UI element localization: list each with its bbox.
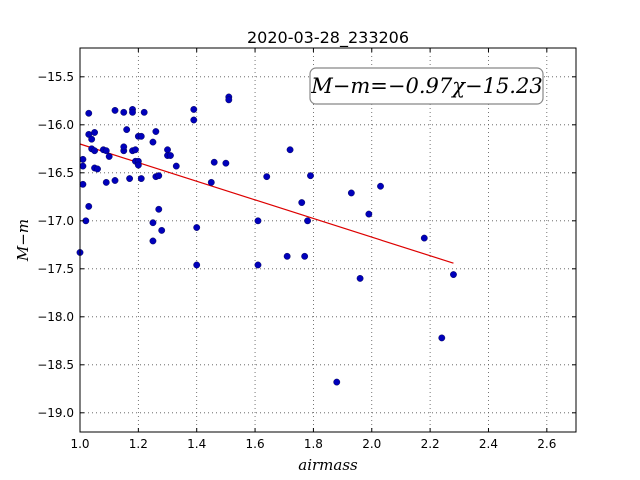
annotation-box: M−m=−0.97χ−15.23 [309, 67, 544, 105]
data-point [193, 261, 201, 269]
data-point [94, 165, 101, 173]
data-points [76, 93, 457, 386]
data-point [102, 178, 110, 186]
data-point [304, 217, 311, 225]
plot-frame [79, 47, 577, 433]
x-axis-label: airmass [298, 456, 358, 474]
data-point [347, 189, 355, 197]
data-point [111, 107, 119, 114]
data-point [301, 252, 309, 260]
annotation-frame [309, 67, 544, 105]
data-point [307, 172, 314, 180]
data-point [85, 109, 93, 117]
data-point [134, 161, 142, 169]
data-point [155, 205, 163, 213]
x-tick-label: 1.4 [187, 437, 206, 451]
data-point [450, 271, 457, 278]
data-point [167, 152, 174, 159]
data-point [377, 182, 384, 190]
data-point [149, 138, 157, 146]
data-point [102, 147, 110, 155]
chart-title: 2020-03-28_233206 [247, 28, 409, 48]
x-tick-label: 2.4 [479, 437, 498, 451]
data-point [79, 155, 87, 163]
data-point [365, 210, 373, 218]
data-point [207, 178, 215, 186]
data-point [225, 96, 233, 104]
data-point [129, 108, 136, 116]
data-point [190, 116, 198, 124]
data-point [222, 159, 230, 167]
data-point [283, 252, 291, 260]
y-tick-label: −18.5 [37, 358, 74, 372]
fit-equation: M−m=−0.97χ−15.23 [310, 74, 542, 98]
data-point [190, 106, 198, 113]
data-point [155, 172, 163, 180]
data-point [91, 147, 98, 155]
data-point [158, 226, 166, 234]
data-point [149, 219, 157, 227]
x-tick-label: 1.8 [304, 437, 323, 451]
y-tick-label: −16.0 [37, 118, 74, 132]
data-point [123, 126, 131, 134]
data-point [111, 177, 119, 184]
y-tick-label: −17.5 [37, 262, 74, 276]
data-point [164, 146, 171, 154]
x-tick-label: 2.2 [421, 437, 440, 451]
data-point [132, 146, 139, 154]
data-point [356, 274, 364, 282]
data-point [420, 234, 428, 242]
data-point [438, 334, 446, 342]
x-tick-label: 2.0 [362, 437, 381, 451]
y-tick-label: −18.0 [37, 310, 74, 324]
fit-line [79, 143, 454, 264]
data-point [120, 108, 128, 116]
y-axis-label: M−m [14, 219, 32, 262]
data-point [152, 128, 160, 135]
x-tick-label: 2.6 [537, 437, 556, 451]
data-point [193, 224, 201, 231]
data-point [105, 153, 113, 160]
data-point [85, 202, 93, 210]
data-point [79, 180, 87, 188]
data-point [298, 199, 306, 206]
data-point [254, 261, 262, 269]
data-point [333, 378, 341, 386]
y-tick-label: −15.5 [37, 70, 74, 84]
data-point [137, 175, 145, 182]
data-point [79, 162, 87, 170]
data-point [126, 175, 134, 182]
data-point [263, 173, 271, 181]
y-tick-label: −19.0 [37, 406, 74, 420]
data-point [88, 135, 96, 143]
data-point [172, 162, 180, 170]
fit-line-layer [79, 143, 454, 264]
data-point [140, 108, 148, 116]
data-point [286, 146, 294, 154]
data-point [91, 129, 98, 136]
data-point [254, 217, 262, 225]
data-point [149, 237, 157, 245]
axis-ticks: 1.0 1.2 1.4 1.6 1.8 2.0 2.2 2.4 2.6 −15.5 −16.0 −16… [37, 48, 576, 451]
data-point [120, 143, 128, 151]
x-tick-label: 1.6 [246, 437, 265, 451]
y-tick-label: −17.0 [37, 214, 74, 228]
y-tick-label: −16.5 [37, 166, 74, 180]
x-tick-label: 1.2 [129, 437, 148, 451]
data-point [210, 158, 218, 166]
data-point [137, 132, 145, 140]
x-tick-label: 1.0 [70, 437, 89, 451]
